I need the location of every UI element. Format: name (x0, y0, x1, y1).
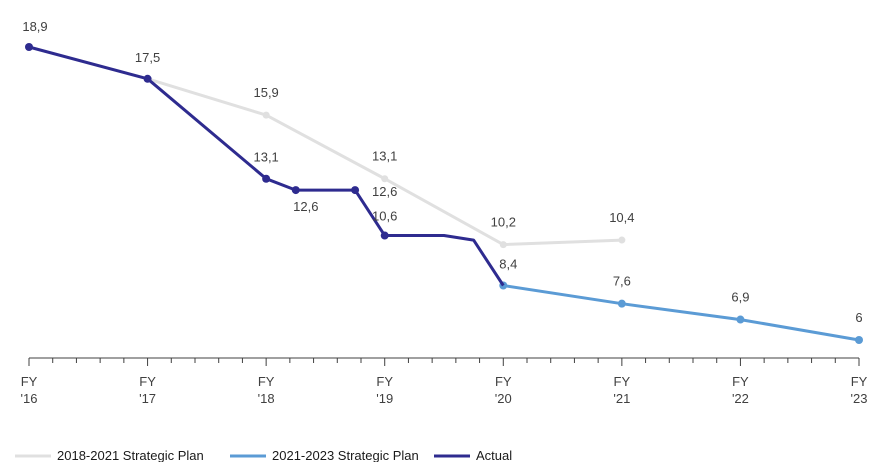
x-axis: FY '16 FY '17 FY '18 FY '19 FY '20 FY '21 FY '22 FY '23 (21, 357, 868, 406)
series-2021-2023-strategic-plan (499, 281, 863, 344)
series-layer (25, 43, 863, 344)
legend-label: 2021-2023 Strategic Plan (272, 448, 419, 462)
data-label: 10,4 (609, 210, 634, 225)
x-tick-label: FY '20 (495, 374, 512, 406)
x-tick-label: FY '23 (851, 374, 868, 406)
series-actual (25, 43, 505, 287)
data-label: 8,4 (499, 256, 517, 271)
data-point (143, 74, 152, 83)
data-label: 6 (855, 310, 862, 325)
legend-item: 2021-2023 Strategic Plan (230, 448, 419, 462)
data-label: 13,1 (253, 150, 278, 165)
data-point (617, 299, 626, 308)
data-point (262, 174, 271, 183)
data-point (291, 186, 300, 195)
data-label: 10,6 (372, 209, 397, 224)
legend-item: 2018-2021 Strategic Plan (15, 448, 204, 462)
data-label: 18,9 (22, 19, 47, 34)
data-point (618, 236, 626, 244)
x-tick-label: FY '16 (21, 374, 38, 406)
data-label: 10,2 (491, 215, 516, 230)
data-labels: 15,9 13,1 10,2 10,4 7,6 6,9 6 18,9 17,5 13,1 12,6 1… (22, 19, 862, 325)
data-label: 6,9 (731, 290, 749, 305)
data-point (736, 315, 745, 324)
x-tick-label: FY '17 (139, 374, 156, 406)
series-line (28, 45, 505, 287)
x-tick-label: FY '18 (258, 374, 275, 406)
data-point (855, 336, 863, 344)
data-point (351, 186, 360, 195)
data-point (380, 231, 389, 240)
data-label: 15,9 (253, 85, 278, 100)
legend-label: 2018-2021 Strategic Plan (57, 448, 204, 462)
x-tick-label: FY '19 (376, 374, 393, 406)
data-label: 13,1 (372, 149, 397, 164)
x-tick-label: FY '21 (613, 374, 630, 406)
data-point (381, 175, 389, 183)
legend-item: Actual (434, 448, 512, 462)
data-label: 17,5 (135, 50, 160, 65)
x-tick-label: FY '22 (732, 374, 749, 406)
data-label: 12,6 (372, 184, 397, 199)
data-point (499, 241, 507, 249)
legend-label: Actual (476, 448, 512, 462)
legend: 2018-2021 Strategic Plan 2021-2023 Strate… (15, 448, 512, 462)
data-label: 12,6 (293, 199, 318, 214)
data-point (262, 111, 270, 119)
data-label: 7,6 (613, 274, 631, 289)
series-line (503, 284, 860, 342)
data-point (25, 43, 33, 51)
